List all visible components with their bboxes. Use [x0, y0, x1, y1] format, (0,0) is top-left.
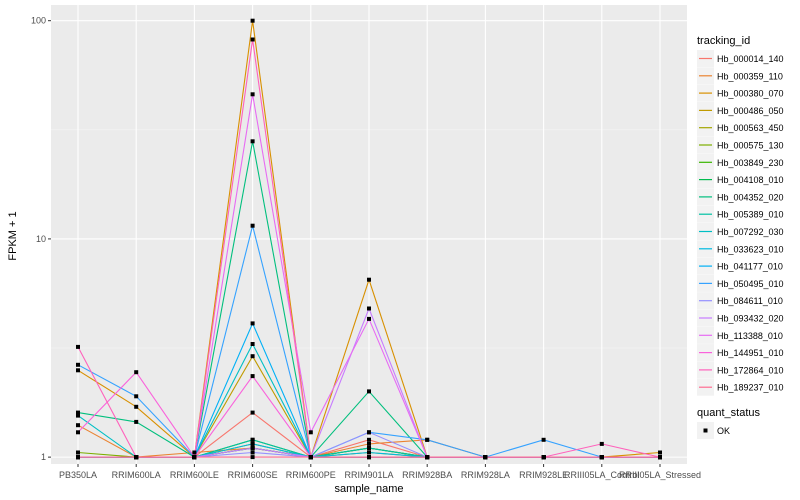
- data-point: [483, 455, 488, 460]
- data-point: [76, 455, 80, 460]
- data-point: [308, 430, 313, 435]
- data-point: [367, 389, 371, 394]
- data-point: [308, 455, 313, 460]
- legend-label: Hb_113388_010: [717, 331, 783, 341]
- data-point: [76, 450, 80, 455]
- legend-color-items: Hb_000014_140 Hb_000359_110 Hb_000380_070 H…: [697, 50, 784, 396]
- x-axis-title: sample_name: [334, 483, 403, 495]
- series-points: [76, 18, 662, 460]
- data-point: [599, 455, 604, 460]
- legend-shape-title: quant_status: [697, 407, 760, 419]
- legend-label: Hb_004108_010: [717, 175, 784, 185]
- legend: tracking_id Hb_000014_140Hb_000359_110Hb…: [697, 35, 784, 439]
- y-tick-label: 100: [31, 16, 46, 26]
- x-axis: PB350LA RRIM600LA RRIM600LE RRIM600SE RRIM60…: [59, 464, 701, 480]
- data-point: [192, 450, 197, 455]
- data-point: [250, 342, 255, 346]
- data-point: [250, 354, 255, 359]
- x-tick-label: RRIM928BA: [402, 470, 452, 480]
- data-point: [367, 306, 371, 311]
- data-point: [367, 455, 371, 460]
- legend-label: Hb_050495_010: [717, 279, 784, 289]
- legend-label: Hb_033623_010: [717, 244, 784, 254]
- data-point: [599, 441, 604, 446]
- y-tick-label: 1: [41, 452, 46, 462]
- data-point: [658, 455, 662, 460]
- data-point: [134, 370, 139, 375]
- y-axis-title: FPKM + 1: [7, 211, 19, 260]
- data-point: [367, 441, 371, 446]
- y-tick-label: 10: [36, 234, 46, 244]
- legend-label: Hb_084611_010: [717, 296, 783, 306]
- data-point: [250, 455, 255, 460]
- legend-label: Hb_000486_050: [717, 106, 784, 116]
- data-point: [250, 223, 255, 228]
- data-point: [76, 423, 80, 428]
- legend-label: Hb_000380_070: [717, 89, 784, 99]
- legend-label: Hb_000575_130: [717, 141, 784, 151]
- data-point: [134, 419, 139, 424]
- data-point: [658, 450, 662, 455]
- data-point: [76, 344, 80, 349]
- data-point: [250, 37, 255, 42]
- data-point: [250, 446, 255, 451]
- x-tick-label: RRIM600SE: [228, 470, 278, 480]
- legend-label: Hb_005389_010: [717, 210, 784, 220]
- x-tick-label: RRIM901LA: [344, 470, 393, 480]
- legend-color-title: tracking_id: [697, 35, 750, 47]
- data-point: [76, 410, 80, 415]
- legend-label: Hb_172864_010: [717, 365, 784, 375]
- data-point: [250, 139, 255, 144]
- legend-label: Hb_093432_020: [717, 314, 784, 324]
- legend-label: Hb_004352_020: [717, 192, 784, 202]
- x-tick-label: RRIM928LE: [519, 470, 568, 480]
- data-point: [250, 92, 255, 97]
- data-point: [425, 437, 430, 442]
- data-point: [76, 430, 80, 435]
- data-point: [250, 410, 255, 415]
- data-point: [250, 441, 255, 446]
- data-point: [250, 18, 255, 23]
- legend-label: Hb_189237_010: [717, 383, 784, 393]
- x-tick-label: RRIII05LA_Control: [564, 470, 640, 480]
- data-point: [250, 437, 255, 442]
- legend-label: Hb_041177_010: [717, 262, 783, 272]
- data-point: [76, 413, 80, 418]
- data-point: [367, 430, 371, 435]
- x-tick-label: RRIII05LA_Stressed: [619, 470, 701, 480]
- legend-label: Hb_144951_010: [717, 348, 784, 358]
- data-point: [367, 277, 371, 282]
- data-point: [367, 446, 371, 451]
- legend-label: Hb_007292_030: [717, 227, 784, 237]
- data-point: [250, 374, 255, 379]
- x-tick-label: RRIM600PE: [286, 470, 336, 480]
- x-tick-label: RRIM600LA: [112, 470, 161, 480]
- legend-shape-marker: [703, 428, 708, 433]
- data-point: [425, 455, 430, 460]
- x-tick-label: RRIM928LA: [461, 470, 510, 480]
- legend-label: Hb_000563_450: [717, 123, 784, 133]
- data-point: [76, 362, 80, 367]
- data-point: [541, 437, 546, 442]
- data-point: [134, 404, 139, 409]
- legend-shape-label: OK: [717, 426, 730, 436]
- data-point: [134, 394, 139, 399]
- legend-label: Hb_003849_230: [717, 158, 784, 168]
- data-point: [541, 455, 546, 460]
- data-point: [250, 321, 255, 326]
- y-axis: 1 10 100: [31, 16, 51, 462]
- data-point: [367, 450, 371, 455]
- data-point: [192, 455, 197, 460]
- data-point: [367, 316, 371, 321]
- data-point: [250, 450, 255, 455]
- legend-label: Hb_000359_110: [717, 71, 783, 81]
- x-tick-label: RRIM600LE: [170, 470, 219, 480]
- data-point: [367, 437, 371, 442]
- x-tick-label: PB350LA: [59, 470, 97, 480]
- data-point: [76, 368, 80, 373]
- data-point: [134, 455, 139, 460]
- legend-label: Hb_000014_140: [717, 54, 784, 64]
